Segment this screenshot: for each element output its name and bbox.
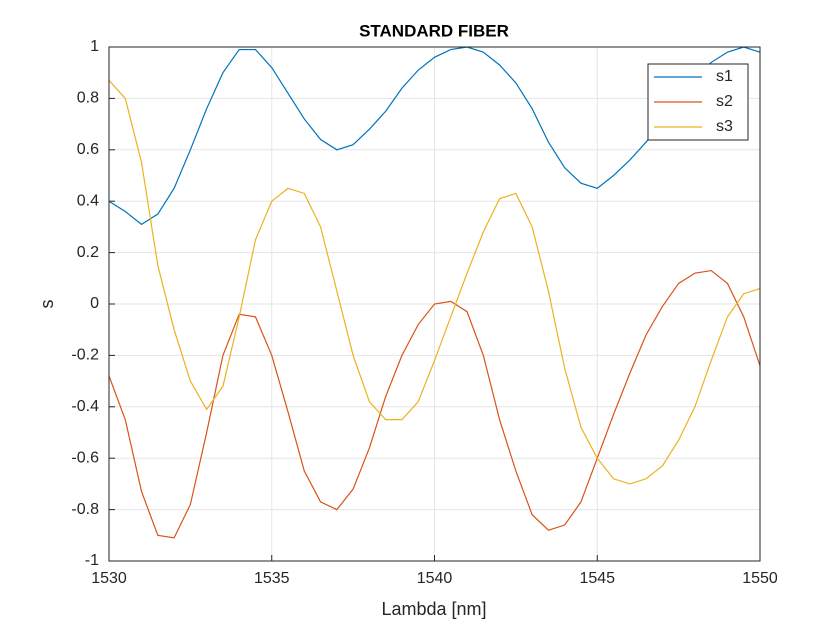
y-tick-label: 1 (90, 38, 99, 55)
y-tick-label: 0.8 (77, 90, 99, 107)
legend-label: s2 (716, 93, 733, 110)
y-tick-label: -0.2 (71, 347, 99, 364)
legend-label: s1 (716, 68, 733, 85)
x-axis-label: Lambda [nm] (381, 599, 486, 619)
y-tick-label: -0.8 (71, 501, 99, 518)
y-tick-label: 0.6 (77, 141, 99, 158)
legend: s1 s2 s3 (647, 63, 749, 141)
x-tick-label: 1545 (579, 570, 615, 587)
y-axis-label: s (37, 300, 57, 309)
x-tick-label: 1530 (91, 570, 127, 587)
chart-title: STANDARD FIBER (359, 21, 509, 40)
y-tick-label: 0 (90, 295, 99, 312)
x-tick-label: 1535 (254, 570, 290, 587)
y-tick-label: 0.4 (77, 192, 99, 209)
legend-label: s3 (716, 118, 733, 135)
y-tick-label: -0.4 (71, 398, 99, 415)
axes-box (108, 46, 761, 562)
y-tick-label: -0.6 (71, 449, 99, 466)
line-series (108, 269, 761, 539)
x-tick-label: 1550 (742, 570, 778, 587)
y-tick-label: 0.2 (77, 244, 99, 261)
line-series (108, 80, 761, 485)
x-tick-label: 1540 (417, 570, 453, 587)
y-tick-label: -1 (85, 552, 99, 569)
